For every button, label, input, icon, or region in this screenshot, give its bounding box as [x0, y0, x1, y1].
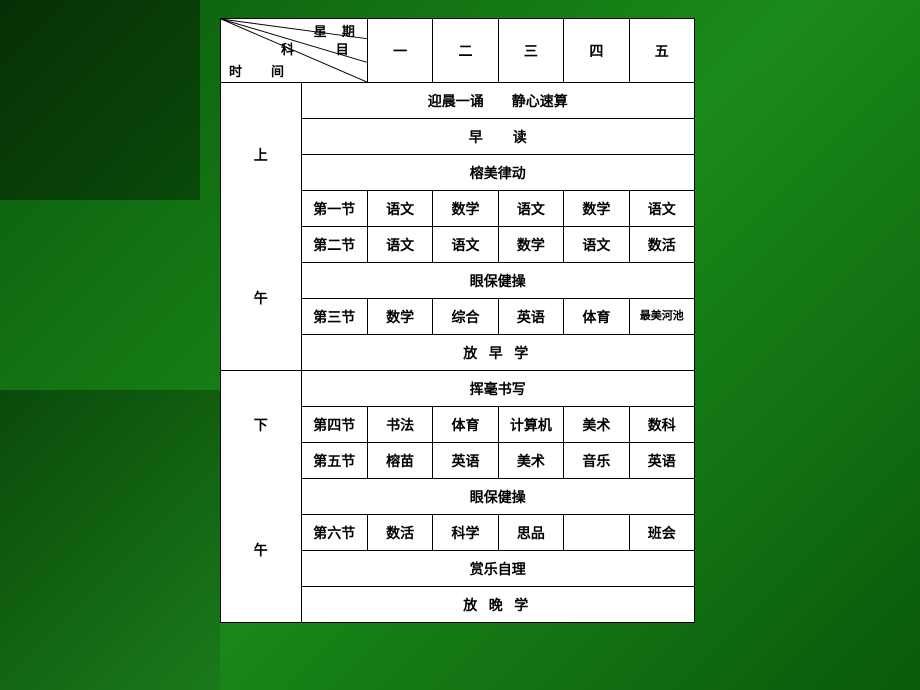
cell: 数活 — [629, 227, 694, 263]
day-header-3: 三 — [498, 19, 563, 83]
label-weekday: 星 期 — [314, 21, 361, 40]
morning-span-0: 迎晨一诵 静心速算 — [301, 83, 695, 119]
morning-label-1: 上 — [221, 83, 302, 227]
timetable-container: 星 期 科 目 时 间 一 二 三 四 五 上 迎晨一诵 静心速算 早 读 榕美… — [220, 18, 695, 623]
cell: 班会 — [629, 515, 694, 551]
label-time-1: 时 — [229, 61, 242, 80]
day-header-4: 四 — [564, 19, 629, 83]
period-4: 第四节 — [301, 407, 367, 443]
corner-cell: 星 期 科 目 时 间 — [221, 19, 368, 83]
background-shape-bottom — [0, 390, 220, 690]
morning-row-0: 上 迎晨一诵 静心速算 — [221, 83, 695, 119]
cell: 综合 — [433, 299, 498, 335]
cell: 数科 — [629, 407, 694, 443]
cell: 体育 — [433, 407, 498, 443]
cell: 语文 — [498, 191, 563, 227]
morning-span-1: 早 读 — [301, 119, 695, 155]
cell: 语文 — [367, 227, 432, 263]
afternoon-span-0: 挥毫书写 — [301, 371, 695, 407]
cell: 英语 — [433, 443, 498, 479]
cell: 英语 — [629, 443, 694, 479]
cell: 数学 — [367, 299, 432, 335]
timetable: 星 期 科 目 时 间 一 二 三 四 五 上 迎晨一诵 静心速算 早 读 榕美… — [220, 18, 695, 623]
morning-span-7: 放 早 学 — [301, 335, 695, 371]
afternoon-span-6: 放 晚 学 — [301, 587, 695, 623]
day-header-5: 五 — [629, 19, 694, 83]
period-1: 第一节 — [301, 191, 367, 227]
label-time-2: 间 — [271, 61, 284, 80]
cell — [564, 515, 629, 551]
morning-span-5: 眼保健操 — [301, 263, 695, 299]
cell: 思品 — [498, 515, 563, 551]
cell: 美术 — [498, 443, 563, 479]
cell: 语文 — [433, 227, 498, 263]
period-3: 第三节 — [301, 299, 367, 335]
header-row: 星 期 科 目 时 间 一 二 三 四 五 — [221, 19, 695, 83]
day-header-2: 二 — [433, 19, 498, 83]
cell: 数活 — [367, 515, 432, 551]
afternoon-span-3: 眼保健操 — [301, 479, 695, 515]
cell: 语文 — [367, 191, 432, 227]
afternoon-row-3: 午 眼保健操 — [221, 479, 695, 515]
cell: 最美河池 — [629, 299, 694, 335]
cell: 计算机 — [498, 407, 563, 443]
cell: 榕苗 — [367, 443, 432, 479]
label-subject: 科 目 — [281, 39, 357, 58]
period-2: 第二节 — [301, 227, 367, 263]
afternoon-label-1: 下 — [221, 371, 302, 479]
cell: 美术 — [564, 407, 629, 443]
background-shape-top — [0, 0, 200, 200]
morning-row-4: 午 第二节 语文 语文 数学 语文 数活 — [221, 227, 695, 263]
afternoon-label-2: 午 — [221, 479, 302, 623]
afternoon-row-0: 下 挥毫书写 — [221, 371, 695, 407]
period-6: 第六节 — [301, 515, 367, 551]
cell: 数学 — [433, 191, 498, 227]
cell: 科学 — [433, 515, 498, 551]
cell: 语文 — [629, 191, 694, 227]
cell: 数学 — [564, 191, 629, 227]
morning-label-2: 午 — [221, 227, 302, 371]
cell: 音乐 — [564, 443, 629, 479]
cell: 书法 — [367, 407, 432, 443]
cell: 数学 — [498, 227, 563, 263]
afternoon-span-5: 赏乐自理 — [301, 551, 695, 587]
cell: 英语 — [498, 299, 563, 335]
cell: 体育 — [564, 299, 629, 335]
cell: 语文 — [564, 227, 629, 263]
period-5: 第五节 — [301, 443, 367, 479]
day-header-1: 一 — [367, 19, 432, 83]
morning-span-2: 榕美律动 — [301, 155, 695, 191]
